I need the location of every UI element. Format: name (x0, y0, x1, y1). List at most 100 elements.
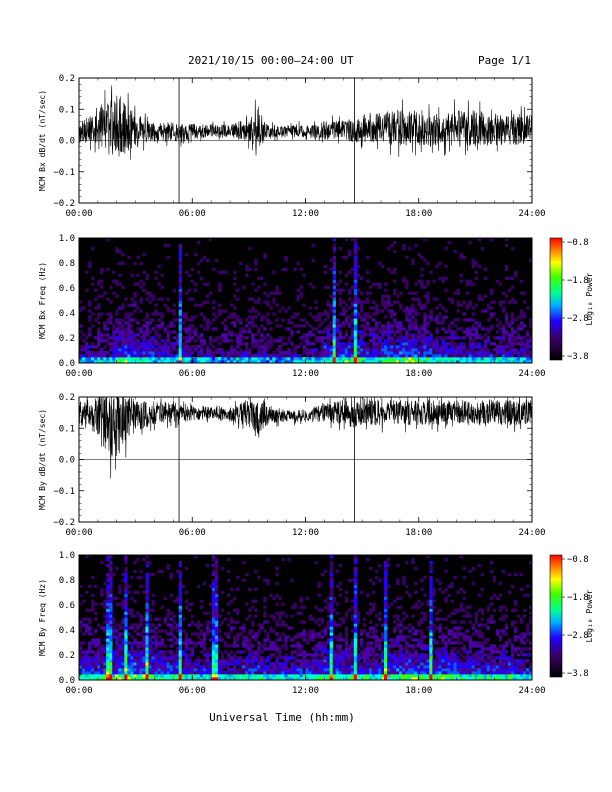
spectrogram-cell (353, 608, 358, 612)
spectrogram-cell (390, 330, 394, 334)
spectrogram-cell (124, 620, 128, 624)
spectrogram-cell (208, 354, 213, 358)
spectrogram-cell (275, 348, 279, 352)
spectrogram-cell (396, 348, 400, 352)
spectrogram-cell (214, 327, 219, 331)
spectrogram-cell (97, 650, 101, 654)
spectrogram-cell (456, 351, 460, 355)
spectrogram-cell (411, 605, 415, 609)
spectrogram-cell (118, 584, 122, 589)
spectrogram-cell (124, 333, 128, 337)
spectrogram-cell (396, 662, 400, 666)
spectrogram-cell (94, 677, 98, 681)
spectrogram-cell (130, 614, 134, 618)
spectrogram-cell (169, 623, 173, 627)
spectrogram-cell (169, 638, 173, 642)
spectrogram-cell (133, 300, 137, 304)
spectrogram-cell (332, 306, 336, 310)
spectrogram-cell (154, 354, 158, 358)
spectrogram-cell (299, 650, 303, 654)
spectrogram-cell (432, 354, 436, 358)
spectrogram-cell (251, 623, 255, 627)
spectrogram-cell (166, 638, 170, 642)
spectrogram-cell (260, 345, 264, 349)
spectrogram-cell (320, 339, 324, 343)
spectrogram-cell (106, 653, 110, 657)
spectrogram-cell (230, 303, 234, 307)
spectrogram-cell (211, 267, 216, 272)
spectrogram-cell (462, 330, 466, 334)
spectrogram-cell (353, 327, 358, 331)
spectrogram-cell (260, 626, 264, 630)
spectrogram-cell (272, 357, 276, 361)
spectrogram-cell (377, 641, 382, 645)
spectrogram-cell (393, 300, 397, 304)
spectrogram-cell (196, 671, 201, 675)
spectrogram-cell (145, 354, 149, 358)
spectrogram-cell (115, 647, 119, 651)
spectrogram-cell (390, 342, 394, 346)
spectrogram-cell (299, 599, 303, 603)
spectrogram-cell (423, 674, 427, 678)
spectrogram-cell (368, 653, 373, 657)
spectrogram-cell (362, 653, 367, 657)
spectrogram-cell (377, 354, 382, 358)
spectrogram-cell (91, 599, 95, 603)
spectrogram-cell (329, 333, 333, 337)
spectrogram-cell (456, 677, 460, 681)
spectrogram-cell (399, 330, 403, 334)
spectrogram-cell (338, 659, 343, 663)
spectrogram-cell (441, 306, 445, 310)
spectrogram-cell (269, 629, 273, 633)
spectrogram-cell (211, 593, 216, 597)
spectrogram-cell (121, 641, 125, 645)
spectrogram-cell (390, 327, 394, 331)
spectrogram-cell (124, 581, 128, 586)
spectrogram-cell (133, 336, 137, 340)
spectrogram-cell (435, 336, 439, 340)
spectrogram-cell (353, 671, 358, 675)
spectrogram-cell (341, 342, 346, 346)
spectrogram-cell (79, 354, 83, 358)
spectrogram-cell (217, 309, 222, 313)
spectrogram-cell (251, 659, 255, 663)
spectrogram-cell (226, 333, 231, 337)
spectrogram-cell (287, 656, 291, 660)
spectrogram-cell (263, 659, 267, 663)
spectrogram-cell (402, 656, 406, 660)
spectrogram-cell (178, 662, 182, 666)
spectrogram-cell (405, 333, 409, 337)
spectrogram-cell (420, 674, 424, 678)
spectrogram-cell (296, 297, 300, 301)
spectrogram-cell (420, 342, 424, 346)
spectrogram-cell (320, 345, 324, 349)
spectrogram-cell (272, 300, 276, 304)
spectrogram-cell (85, 345, 89, 349)
spectrogram-cell (510, 276, 515, 280)
spectrogram-cell (332, 246, 336, 251)
spectrogram-cell (504, 342, 509, 346)
spectrogram-cell (489, 357, 494, 361)
spectrogram-cell (106, 608, 110, 612)
spectrogram-cell (381, 303, 385, 307)
spectrogram-cell (438, 626, 442, 630)
spectrogram-cell (396, 668, 400, 672)
spectrogram-cell (139, 261, 143, 266)
spectrogram-cell (453, 360, 457, 364)
spectrogram-cell (528, 360, 533, 364)
spectrogram-cell (199, 665, 204, 669)
spectrogram-cell (453, 677, 457, 681)
spectrogram-cell (368, 291, 373, 295)
spectrogram-cell (148, 617, 152, 621)
spectrogram-cell (384, 342, 388, 346)
spectrogram-cell (112, 333, 116, 337)
spectrogram-cell (199, 668, 204, 672)
spectrogram-cell (356, 273, 361, 277)
spectrogram-cell (133, 638, 137, 642)
spectrogram-cell (163, 617, 167, 621)
spectrogram-cell (133, 345, 137, 349)
spectrogram-cell (444, 264, 448, 269)
spectrogram-cell (429, 662, 433, 666)
spectrogram-cell (109, 623, 113, 627)
spectrogram-cell (489, 238, 494, 242)
